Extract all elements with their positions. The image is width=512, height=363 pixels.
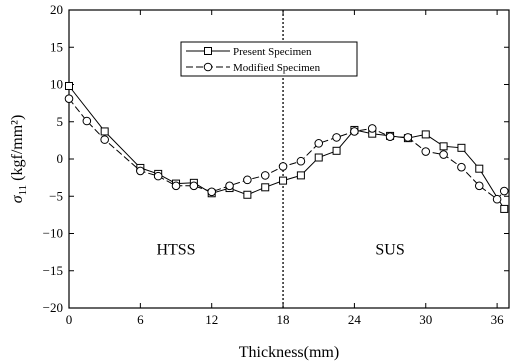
y-axis-title-unit: (kgf/mm²) — [9, 115, 26, 185]
x-axis-title: Thickness(mm) — [239, 344, 339, 361]
data-point-present-specimen — [314, 153, 323, 162]
data-point-modified-specimen — [332, 133, 341, 142]
data-point-present-specimen — [65, 81, 73, 90]
data-point-modified-specimen — [385, 132, 395, 141]
data-point-modified-specimen — [421, 147, 431, 156]
data-point-modified-specimen — [474, 181, 484, 191]
data-point-present-specimen — [261, 183, 270, 192]
region-label-htss: HTSS — [156, 241, 195, 258]
data-point-modified-specimen — [260, 171, 270, 180]
series-line-present-specimen — [68, 85, 505, 210]
data-point-modified-specimen — [243, 175, 252, 185]
data-point-modified-specimen — [296, 156, 306, 166]
legend-label-present: Present Specimen — [233, 46, 312, 58]
legend-marker-present — [204, 47, 212, 55]
legend-marker-modified — [203, 62, 213, 72]
y-axis-title-symbol: σ — [9, 194, 26, 203]
data-point-modified-specimen — [278, 162, 288, 171]
y-tick-label: 20 — [50, 2, 63, 17]
data-point-modified-specimen — [225, 181, 234, 191]
series-layer — [64, 81, 509, 213]
data-point-present-specimen — [439, 142, 448, 151]
x-tick-label: 0 — [66, 312, 73, 327]
data-point-modified-specimen — [314, 139, 324, 148]
data-point-present-specimen — [457, 143, 466, 152]
series-modified-specimen — [64, 94, 509, 204]
x-tick-label: 30 — [419, 312, 432, 327]
data-point-present-specimen — [296, 171, 305, 180]
y-tick-label: −5 — [49, 188, 63, 203]
data-point-modified-specimen — [403, 133, 413, 142]
y-axis-title-subscript: 11 — [17, 185, 29, 196]
legend-label-modified: Modified Specimen — [233, 62, 321, 74]
y-tick-label: −20 — [43, 300, 63, 315]
y-axis-title: σ11 (kgf/mm²) — [9, 115, 29, 204]
y-tick-label: 0 — [57, 151, 64, 166]
data-point-present-specimen — [421, 130, 430, 139]
data-point-present-specimen — [475, 164, 484, 173]
data-point-present-specimen — [500, 204, 509, 213]
data-point-modified-specimen — [207, 187, 217, 197]
data-point-modified-specimen — [367, 124, 377, 133]
data-point-modified-specimen — [350, 127, 359, 136]
region-labels: HTSS SUS — [156, 241, 404, 258]
x-tick-label: 12 — [205, 312, 218, 327]
x-tick-label: 36 — [491, 312, 505, 327]
data-point-modified-specimen — [439, 150, 448, 159]
data-point-modified-specimen — [499, 186, 509, 196]
data-point-modified-specimen — [82, 116, 92, 126]
y-tick-label: 5 — [57, 114, 64, 129]
data-point-modified-specimen — [136, 166, 145, 176]
x-tick-label: 6 — [137, 312, 144, 327]
data-point-modified-specimen — [189, 181, 199, 191]
data-point-modified-specimen — [153, 171, 163, 181]
data-point-present-specimen — [100, 127, 109, 136]
x-tick-label: 24 — [348, 312, 362, 327]
data-point-present-specimen — [243, 190, 252, 199]
y-tick-label: 10 — [50, 77, 63, 92]
y-tick-label: −10 — [43, 226, 63, 241]
axis-ticks: 0 6 12 18 24 30 36 −20 −15 −10 −5 0 5 10 15 20 — [43, 2, 509, 327]
x-tick-label: 18 — [277, 312, 290, 327]
data-point-modified-specimen — [100, 135, 109, 144]
data-point-modified-specimen — [492, 194, 502, 204]
data-point-modified-specimen — [64, 94, 74, 103]
series-present-specimen — [65, 81, 509, 213]
region-label-sus: SUS — [375, 241, 404, 258]
y-tick-label: −15 — [43, 263, 63, 278]
data-point-present-specimen — [332, 146, 341, 155]
data-point-modified-specimen — [171, 181, 181, 191]
legend: Present Specimen Modified Specimen — [180, 41, 358, 77]
data-point-present-specimen — [279, 176, 288, 185]
data-point-modified-specimen — [457, 162, 466, 172]
y-tick-label: 15 — [50, 39, 63, 54]
